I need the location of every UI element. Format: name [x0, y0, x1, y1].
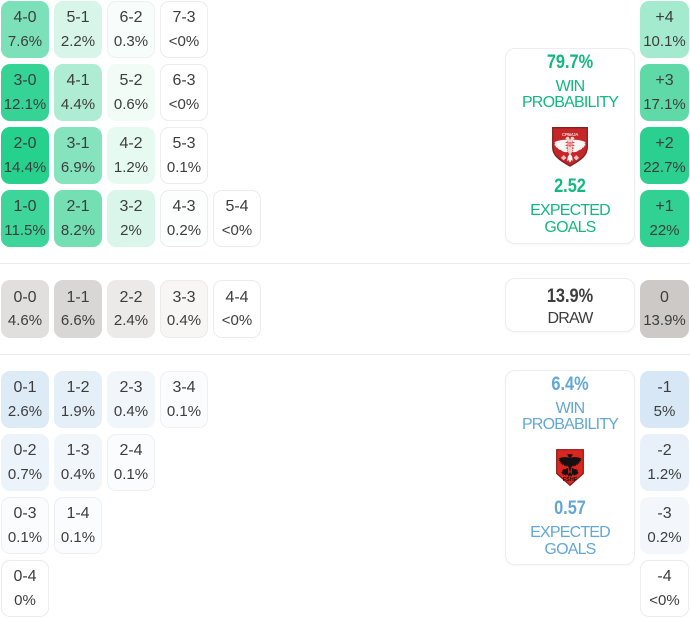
svg-text:СРБИЈА: СРБИЈА [562, 132, 579, 137]
svg-text:FSHF: FSHF [563, 477, 578, 483]
